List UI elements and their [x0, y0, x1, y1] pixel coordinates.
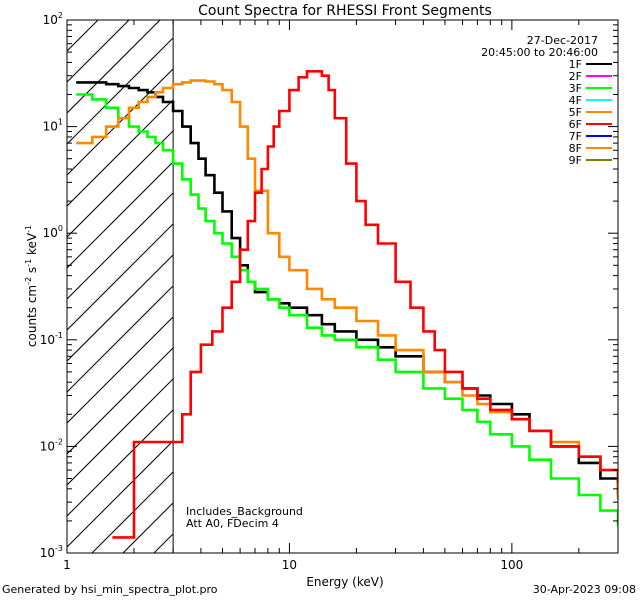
y-tick-label: 10-1	[40, 331, 63, 347]
footer-timestamp: 30-Apr-2023 09:08	[532, 583, 636, 596]
y-tick-label: 102	[43, 11, 63, 27]
hatch-mask	[173, 20, 618, 553]
y-tick-label: 100	[43, 224, 63, 240]
annotation-background: Includes_Background	[186, 505, 303, 518]
series-line-3f	[76, 93, 618, 526]
x-axis-label: Energy (keV)	[306, 575, 383, 589]
excluded-energy-hatch	[67, 20, 618, 553]
y-label-kev: keV	[25, 232, 39, 259]
legend-label: 9F	[569, 154, 582, 167]
x-tick-label: 100	[500, 558, 523, 572]
y-axis: 10-3 10-2 10-1 100 101 102	[40, 11, 618, 560]
legend-label: 1F	[569, 58, 582, 71]
y-label-counts: counts cm	[25, 285, 39, 347]
series-line-6f	[112, 70, 618, 539]
chart-title: Count Spectra for RHESSI Front Segments	[198, 3, 492, 19]
hatch-line	[67, 20, 99, 52]
footer-generated-by: Generated by hsi_min_spectra_plot.pro	[2, 583, 218, 596]
legend-label: 4F	[569, 94, 582, 107]
plot-frame	[66, 19, 619, 554]
y-tick-label: 101	[43, 118, 63, 134]
hatch-line	[67, 20, 192, 145]
y-tick-label: 10-3	[40, 544, 63, 560]
time-range-label: 20:45:00 to 20:46:00	[481, 46, 598, 59]
hatch-line	[67, 20, 161, 114]
y-label-exp-2: -1	[24, 259, 33, 267]
legend-label: 5F	[569, 106, 582, 119]
hatch-line	[67, 20, 254, 207]
legend-label: 8F	[569, 142, 582, 155]
y-label-exp-3: -1	[24, 225, 33, 233]
annotation-attenuator: Att A0, FDecim 4	[186, 517, 279, 530]
y-label-exp-1: -2	[24, 277, 33, 285]
x-tick-label: 10	[282, 558, 297, 572]
legend-label: 3F	[569, 82, 582, 95]
legend-label: 7F	[569, 130, 582, 143]
x-tick-label: 1	[63, 558, 71, 572]
y-tick-label: 10-2	[40, 437, 63, 453]
y-axis-label: counts cm-2 s-1 keV-1	[24, 225, 39, 347]
legend-label: 6F	[569, 118, 582, 131]
date-label: 27-Dec-2017	[527, 34, 598, 47]
legend-label: 2F	[569, 70, 582, 83]
y-label-s: s	[25, 267, 39, 277]
series-layer	[76, 70, 618, 539]
